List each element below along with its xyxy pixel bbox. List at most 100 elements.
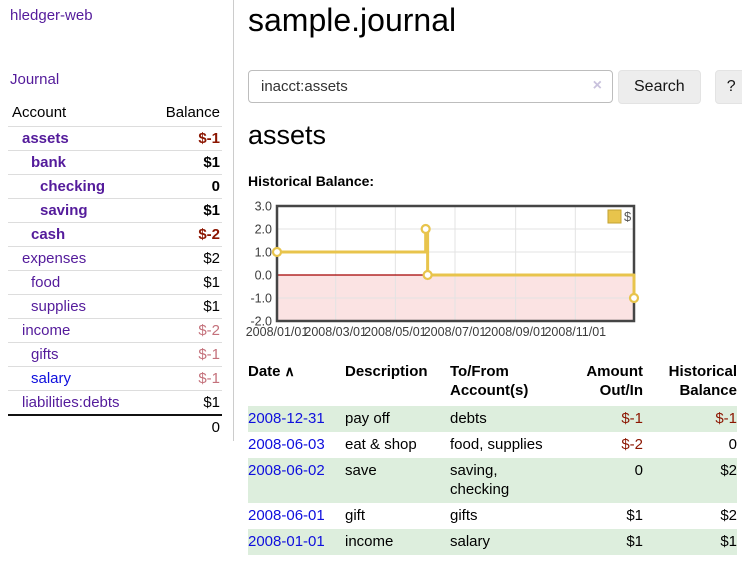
transaction-balance: $2 — [720, 462, 737, 479]
x-tick-label: 2008/11/01 — [544, 325, 606, 339]
transaction-balance: $2 — [720, 507, 737, 524]
account-balance: $-1 — [147, 342, 222, 367]
transaction-row: 2008-06-03 eat & shop food, supplies $-2… — [248, 432, 737, 458]
account-cell: supplies — [8, 294, 148, 319]
account-link[interactable]: saving — [40, 202, 88, 219]
account-heading: assets — [248, 120, 327, 150]
account-balance: $-1 — [147, 126, 222, 151]
historical-balance-chart: $3.0 2.0 1.0 0.0 -1.0 -2.0 2008/01/01 2008/03/0… — [245, 196, 715, 346]
account-link[interactable]: income — [22, 322, 71, 339]
x-tick-label: 2008/05/01 — [364, 325, 427, 339]
account-cell: assets — [8, 126, 148, 151]
transaction-description: save — [345, 462, 377, 479]
account-link[interactable]: checking — [40, 178, 106, 195]
search-form: × Search ? — [248, 70, 742, 104]
transaction-description: income — [345, 533, 394, 550]
account-row: expenses $2 — [8, 246, 222, 271]
account-balance: $1 — [147, 294, 222, 319]
account-row: food $1 — [8, 270, 222, 295]
account-link[interactable]: liabilities:debts — [22, 394, 120, 411]
data-point — [422, 269, 433, 281]
page-title: sample.journal — [248, 2, 457, 38]
help-button[interactable]: ? — [714, 70, 742, 104]
account-balance: $-2 — [147, 222, 222, 247]
app-title-link[interactable]: hledger-web — [10, 7, 93, 24]
transaction-date-cell: 2008-06-01 — [248, 503, 345, 529]
account-link[interactable]: expenses — [22, 250, 87, 267]
sidebar-item-journal[interactable]: Journal — [10, 71, 60, 88]
account-balance: $1 — [147, 198, 222, 223]
register-header-date[interactable]: Date ∧ — [248, 363, 295, 380]
account-link[interactable]: salary — [31, 370, 72, 387]
accounts-table: Account Balance assets $-1 bank $1 check… — [8, 100, 222, 439]
account-cell: saving — [8, 198, 148, 223]
accounts-total-row: 0 — [8, 414, 222, 439]
account-row: supplies $1 — [8, 294, 222, 319]
account-row: income $-2 — [8, 318, 222, 343]
transaction-row: 2008-01-01 income salary $1 $1 — [248, 529, 737, 555]
transaction-date-link[interactable]: 2008-01-01 — [248, 533, 325, 550]
account-balance: $1 — [147, 270, 222, 295]
account-row: assets $-1 — [8, 126, 222, 151]
transaction-date-link[interactable]: 2008-06-02 — [248, 462, 325, 479]
legend-label: $ — [624, 209, 632, 224]
y-tick-label: 1.0 — [255, 246, 272, 260]
data-point — [628, 292, 640, 304]
accounts-total-spacer — [8, 414, 148, 439]
account-balance: $1 — [147, 390, 222, 415]
register-header-amount: Amount Out/In — [586, 363, 643, 399]
clear-search-icon[interactable]: × — [592, 77, 602, 94]
account-link[interactable]: supplies — [31, 298, 87, 315]
legend: $ — [607, 209, 632, 224]
account-cell: checking — [8, 174, 148, 199]
account-cell: liabilities:debts — [8, 390, 148, 415]
transaction-date-cell: 2008-12-31 — [248, 406, 345, 432]
accounts-header-row: Account Balance — [8, 100, 222, 127]
account-row: bank $1 — [8, 150, 222, 175]
x-tick-label: 2008/01/01 — [246, 325, 309, 339]
transaction-row: 2008-06-01 gift gifts $1 $2 — [248, 503, 737, 529]
transaction-accounts: salary — [450, 533, 491, 550]
account-balance: $-2 — [147, 318, 222, 343]
account-row: liabilities:debts $1 — [8, 390, 222, 415]
transaction-amount: 0 — [634, 462, 643, 479]
x-tick-label: 2008/03/01 — [304, 325, 367, 339]
transaction-date-link[interactable]: 2008-06-03 — [248, 436, 325, 453]
transaction-amount: $-1 — [621, 410, 643, 427]
register-header-balance: Historical Balance — [668, 363, 737, 399]
accounts-header-account: Account — [12, 104, 67, 121]
chart-title: Historical Balance: — [248, 173, 375, 189]
transaction-date-cell: 2008-06-03 — [248, 432, 345, 458]
y-tick-label: 3.0 — [255, 200, 272, 214]
x-tick-label: 2008/09/01 — [484, 325, 547, 339]
transaction-balance: $1 — [720, 533, 737, 550]
transaction-accounts: food, supplies — [450, 436, 543, 453]
transaction-balance: 0 — [728, 436, 737, 453]
search-input[interactable] — [248, 70, 613, 103]
transaction-row: 2008-06-02 save saving, checking 0 $2 — [248, 458, 737, 503]
plot-border — [275, 204, 636, 323]
transaction-description: gift — [345, 507, 366, 524]
y-tick-label: 0.0 — [255, 269, 272, 283]
transaction-row: 2008-12-31 pay off debts $-1 $-1 — [248, 406, 737, 432]
transaction-amount: $-2 — [621, 436, 643, 453]
transaction-amount: $1 — [626, 507, 643, 524]
transaction-date-cell: 2008-06-02 — [248, 458, 345, 503]
search-button[interactable]: Search — [618, 70, 701, 104]
account-cell: expenses — [8, 246, 148, 271]
transaction-date-link[interactable]: 2008-06-01 — [248, 507, 325, 524]
y-tick-label: -2.0 — [250, 315, 272, 329]
account-link[interactable]: food — [31, 274, 61, 291]
account-link[interactable]: assets — [22, 130, 69, 147]
register-header-row: Date ∧ Description To/From Account(s) Amo… — [248, 360, 737, 406]
transaction-amount: $1 — [626, 533, 643, 550]
account-link[interactable]: cash — [31, 226, 66, 243]
transaction-date-cell: 2008-01-01 — [248, 529, 345, 555]
accounts-header-balance: Balance — [165, 104, 220, 121]
account-cell: bank — [8, 150, 148, 175]
transaction-description: eat & shop — [345, 436, 417, 453]
transaction-date-link[interactable]: 2008-12-31 — [248, 410, 325, 427]
account-row: salary $-1 — [8, 366, 222, 391]
account-link[interactable]: bank — [31, 154, 67, 171]
account-link[interactable]: gifts — [31, 346, 59, 363]
